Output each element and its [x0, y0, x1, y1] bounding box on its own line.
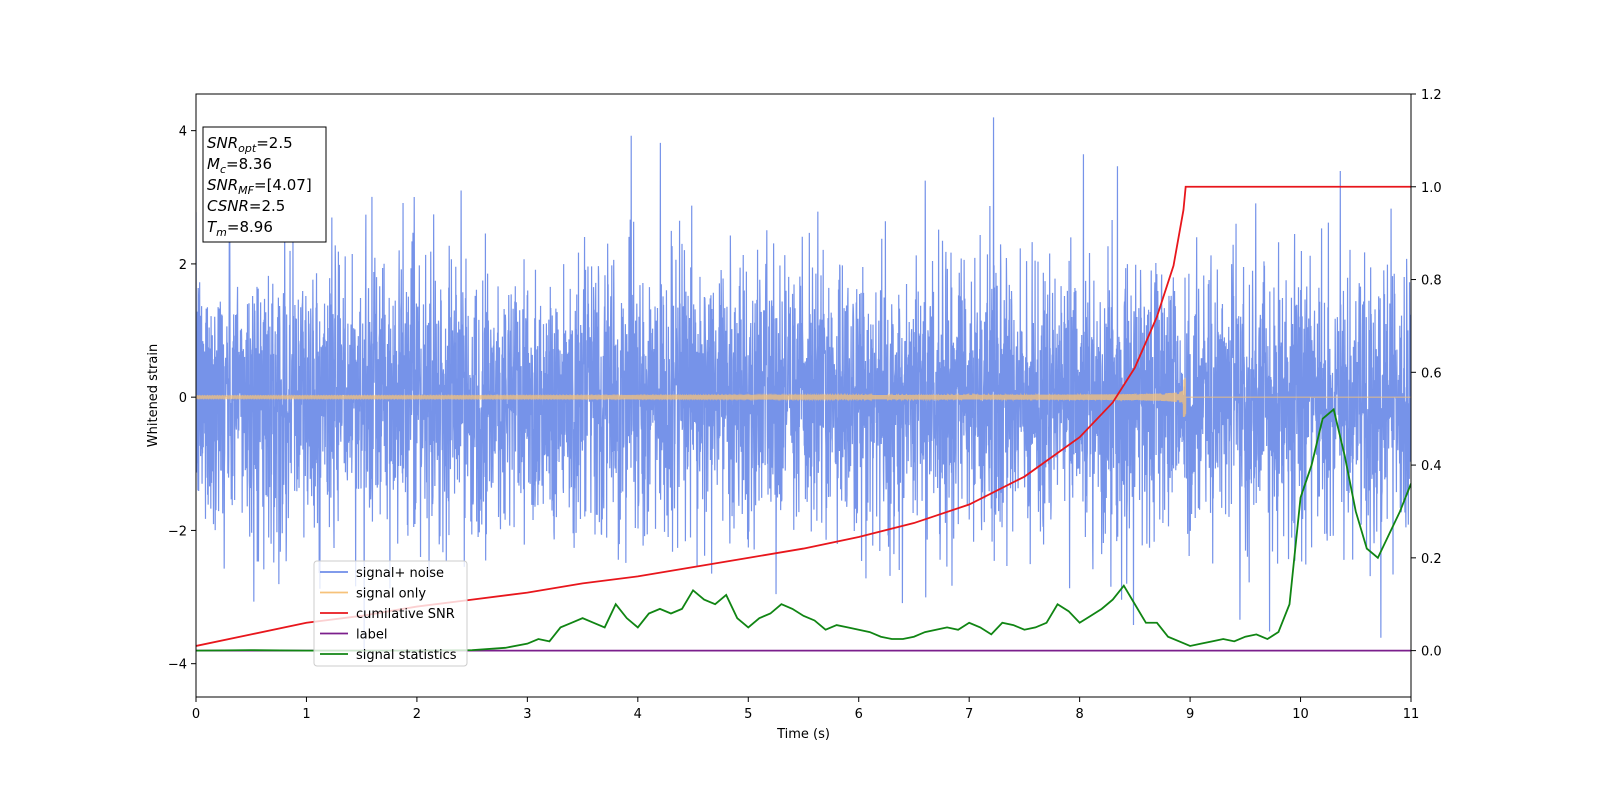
x-tick-label: 10: [1292, 707, 1309, 722]
series-signal-only: [196, 377, 1411, 418]
y-left-tick-label: 2: [179, 258, 187, 273]
x-tick-label: 5: [744, 707, 752, 722]
info-box-line: CSNR=2.5: [207, 197, 285, 215]
plot-frame: [195, 93, 1412, 698]
legend-entry: signal statistics: [356, 648, 457, 663]
legend-frame: [313, 560, 468, 667]
y-left-tick-label: 0: [179, 391, 187, 406]
info-box-line: SNRopt=2.5: [207, 134, 293, 155]
y-right-tick-label: 0.2: [1421, 552, 1442, 567]
y-right-tick-label: 0.0: [1421, 645, 1442, 660]
x-tick-label: 7: [965, 707, 973, 722]
legend-entry: cumilative SNR: [356, 607, 455, 622]
legend: signal+ noise signal only cumilative SNR la…: [313, 560, 468, 667]
axes: 0 1 2 3 4 5 6 7 8 9 10 11 −4 −2 0 2 4 0.0 0.2 0.4 0.6 0.8 1.0 1…: [168, 88, 1442, 722]
legend-entry: signal only: [356, 587, 426, 602]
x-axis-label: Time (s): [776, 727, 830, 742]
x-tick-label: 8: [1075, 707, 1083, 722]
x-tick-label: 6: [855, 707, 863, 722]
x-tick-label: 2: [413, 707, 421, 722]
y-right-tick-label: 0.6: [1421, 366, 1442, 381]
info-box-line: SNRMF=[4.07]: [207, 176, 312, 197]
info-box-line: Tm=8.96: [207, 218, 273, 239]
x-tick-label: 4: [634, 707, 642, 722]
y-right-tick-label: 0.8: [1421, 274, 1442, 289]
legend-entry: signal+ noise: [356, 566, 444, 581]
x-tick-label: 0: [192, 707, 200, 722]
x-tick-label: 1: [302, 707, 310, 722]
y-left-tick-label: 4: [179, 125, 187, 140]
info-box-line: Mc=8.36: [207, 155, 272, 176]
y-left-tick-label: −4: [168, 658, 187, 673]
y-right-tick-label: 1.2: [1421, 88, 1442, 103]
y-right-tick-label: 1.0: [1421, 181, 1442, 196]
x-tick-label: 11: [1403, 707, 1420, 722]
y-left-tick-label: −2: [168, 524, 187, 539]
series-signal-statistics: [196, 407, 1411, 652]
x-tick-label: 9: [1186, 707, 1194, 722]
info-box-frame: [202, 126, 327, 243]
y-right-tick-label: 0.4: [1421, 459, 1442, 474]
y-axis-left-label: Whitened strain: [146, 344, 161, 447]
x-tick-label: 3: [523, 707, 531, 722]
legend-entry: label: [356, 628, 387, 643]
